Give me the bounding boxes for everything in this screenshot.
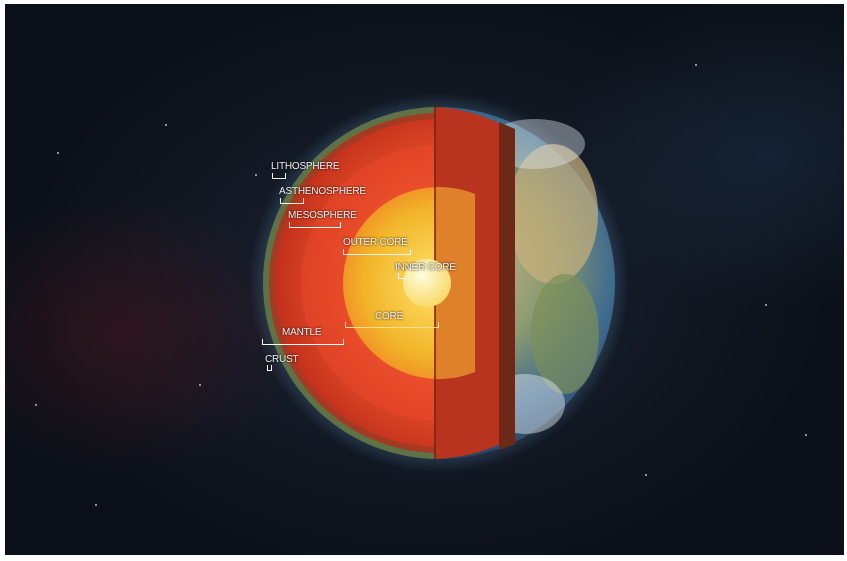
- star: [255, 174, 257, 176]
- label-inner-core: INNER CORE: [395, 262, 456, 273]
- label-core: CORE: [375, 311, 404, 322]
- land-mass: [531, 274, 599, 394]
- cross-section-right: [435, 107, 515, 459]
- star: [165, 124, 167, 126]
- outer-core-bracket: [343, 249, 411, 255]
- cut-face-core: [435, 186, 475, 380]
- lithosphere-bracket: [272, 173, 286, 179]
- label-crust: CRUST: [265, 354, 299, 365]
- crust-bracket: [267, 365, 272, 371]
- star: [57, 152, 59, 154]
- space-background: LITHOSPHERE ASTHENOSPHERE MESOSPHERE OUT…: [5, 4, 844, 555]
- label-asthenosphere: ASTHENOSPHERE: [279, 186, 366, 197]
- star: [35, 404, 37, 406]
- label-mesosphere: MESOSPHERE: [288, 210, 357, 221]
- star: [199, 384, 201, 386]
- label-lithosphere: LITHOSPHERE: [271, 161, 340, 172]
- earth-cutaway-diagram: [249, 93, 629, 473]
- mesosphere-bracket: [289, 222, 341, 228]
- outer-core-layer: [343, 187, 435, 379]
- mantle-bracket: [262, 339, 344, 345]
- label-mantle: MANTLE: [282, 327, 322, 338]
- star: [645, 474, 647, 476]
- inner-core-sphere: [403, 259, 451, 307]
- land-mass: [508, 144, 598, 284]
- star: [805, 434, 807, 436]
- star: [765, 304, 767, 306]
- star: [695, 64, 697, 66]
- cut-face-edge: [499, 122, 515, 450]
- label-outer-core: OUTER CORE: [343, 237, 408, 248]
- core-bracket: [345, 322, 439, 328]
- asthenosphere-bracket: [280, 198, 304, 204]
- inner-core-bracket: [398, 273, 410, 279]
- cross-section-left: [263, 107, 435, 459]
- star: [95, 504, 97, 506]
